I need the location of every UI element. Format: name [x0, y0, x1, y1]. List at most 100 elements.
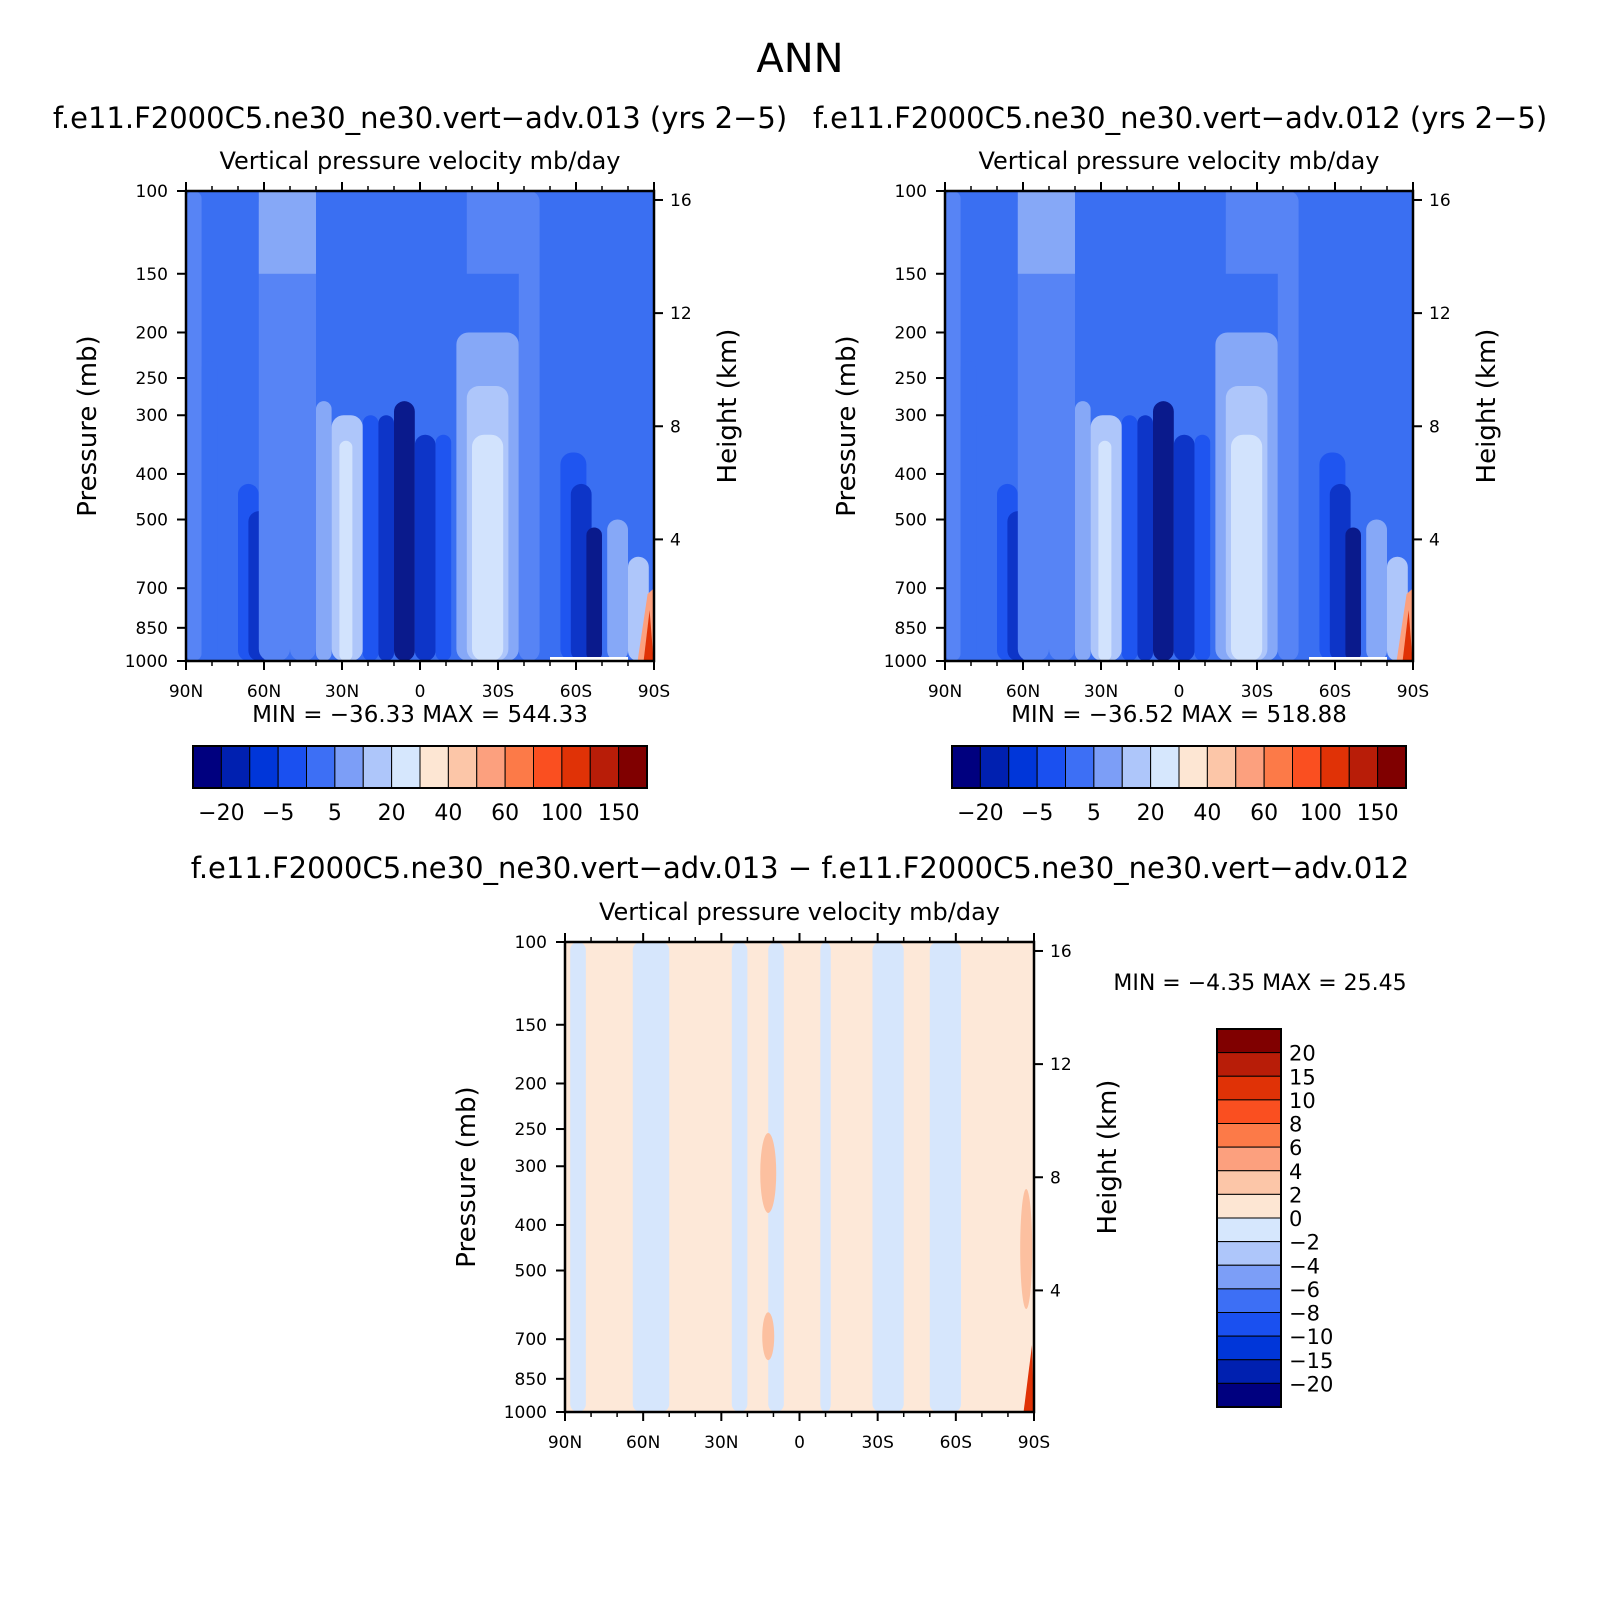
colorbar-box: [1349, 746, 1377, 788]
y-tick-label: 100: [136, 182, 168, 202]
y-right-axis-title: Height (km): [713, 329, 743, 484]
x-tick-label: 0: [794, 1433, 805, 1453]
colorbar-box: [1066, 746, 1094, 788]
panel-title: f.e11.F2000C5.ne30_ne30.vert−adv.013 (yr…: [53, 101, 787, 135]
x-tick-label: 60N: [626, 1433, 660, 1453]
plot-subtitle: Vertical pressure velocity mb/day: [219, 147, 620, 175]
x-tick-label: 0: [1174, 682, 1185, 702]
colorbar-box: [1217, 1360, 1281, 1384]
colorbar-box: [1151, 746, 1179, 788]
field-contour: [607, 520, 628, 661]
y-tick-label: 200: [136, 323, 168, 343]
colorbar-label: 2: [1289, 1183, 1302, 1207]
y-tick-label: 150: [515, 1016, 547, 1036]
y-tick-label: 150: [895, 265, 927, 285]
field-contour: [1158, 441, 1168, 661]
colorbar-label: 0: [1289, 1207, 1302, 1231]
colorbar-box: [1217, 1336, 1281, 1360]
field-contour: [1018, 191, 1075, 274]
field-contour: [316, 401, 332, 661]
field-contour: [872, 942, 903, 1412]
colorbar-box: [420, 746, 448, 788]
colorbar-box: [1217, 1242, 1281, 1266]
colorbar-box: [1217, 1289, 1281, 1313]
figure-title: ANN: [756, 36, 843, 82]
field-contour: [633, 942, 669, 1412]
x-tick-label: 30S: [861, 1433, 893, 1453]
y-tick-label: 400: [515, 1216, 547, 1236]
y-tick-label: 250: [136, 369, 168, 389]
colorbar-label: 20: [1289, 1042, 1316, 1066]
field-contour: [186, 191, 202, 661]
field-layer: [565, 942, 1034, 1412]
colorbar-label: −8: [1289, 1302, 1320, 1326]
y-tick-label: 500: [895, 511, 927, 531]
field-contour: [378, 415, 394, 661]
colorbar-box: [534, 746, 562, 788]
colorbar-box: [335, 746, 363, 788]
x-tick-label: 30N: [325, 682, 359, 702]
colorbar-box: [1217, 1029, 1281, 1053]
colorbar-label: −5: [1021, 801, 1053, 826]
y-right-tick-label: 12: [1429, 304, 1451, 324]
colorbar-box: [952, 746, 980, 788]
colorbar-label: 20: [378, 801, 406, 826]
colorbar-box: [1207, 746, 1235, 788]
field-contour: [820, 942, 830, 1412]
colorbar-box: [1179, 746, 1207, 788]
colorbar-box: [1217, 1194, 1281, 1218]
x-tick-label: 30N: [1084, 682, 1118, 702]
x-tick-label: 90N: [548, 1433, 582, 1453]
x-tick-label: 60N: [1006, 682, 1040, 702]
field-contour: [467, 191, 535, 274]
colorbar-box: [221, 746, 249, 788]
field-contour: [436, 435, 452, 661]
chart-panel-1: 90N 60N 30N 0 30S 60S 90S 100 150 200 250 300 400 500…: [53, 101, 787, 826]
colorbar-box: [1217, 1053, 1281, 1077]
chart-panel-3: 90N 60N 30N 0 30S 60S 90S100150200250300400500…: [191, 851, 1410, 1453]
stats-text: MIN = −4.35 MAX = 25.45: [1113, 971, 1406, 996]
colorbar-box: [363, 746, 391, 788]
colorbar-label: −20: [198, 801, 244, 826]
colorbar-box: [1236, 746, 1264, 788]
y-axis-title: Pressure (mb): [452, 1086, 482, 1267]
colorbar-label: 5: [328, 801, 342, 826]
colorbar-label: −2: [1289, 1231, 1320, 1255]
field-contour: [1226, 191, 1294, 274]
y-tick-label: 700: [515, 1330, 547, 1350]
colorbar-box: [477, 746, 505, 788]
field-contour: [760, 1133, 776, 1213]
stats-text: MIN = −36.52 MAX = 518.88: [1011, 702, 1347, 728]
colorbar-label: 4: [1289, 1160, 1302, 1184]
colorbar-box: [1037, 746, 1065, 788]
x-tick-label: 90S: [1018, 1433, 1050, 1453]
plot-subtitle: Vertical pressure velocity mb/day: [599, 898, 1000, 926]
y-right-tick-label: 16: [1050, 942, 1072, 962]
colorbar-box: [1122, 746, 1150, 788]
colorbar-label: 150: [1357, 801, 1399, 826]
y-tick-label: 700: [895, 579, 927, 599]
field-contour: [1231, 435, 1262, 661]
colorbar-label: 20: [1137, 801, 1165, 826]
colorbar-box: [562, 746, 590, 788]
field-contour: [961, 361, 977, 661]
field-contour: [363, 415, 379, 661]
colorbar-label: 10: [1289, 1089, 1316, 1113]
field-contour: [732, 942, 748, 1412]
field-layer: [945, 191, 1413, 661]
y-tick-label: 400: [895, 465, 927, 485]
x-tick-label: 30S: [482, 682, 514, 702]
colorbar-box: [1217, 1171, 1281, 1195]
y-tick-label: 100: [515, 933, 547, 953]
x-tick-label: 30S: [1241, 682, 1273, 702]
y-tick-label: 850: [895, 619, 927, 639]
colorbar-box: [1217, 1076, 1281, 1100]
colorbar-box: [1217, 1313, 1281, 1337]
field-contour: [570, 942, 586, 1412]
stats-text: MIN = −36.33 MAX = 544.33: [252, 702, 588, 728]
y-tick-label: 1000: [125, 652, 168, 672]
field-contour: [1098, 441, 1111, 661]
colorbar-label: 100: [541, 801, 583, 826]
x-tick-label: 90S: [638, 682, 670, 702]
field-contour: [1195, 435, 1211, 661]
